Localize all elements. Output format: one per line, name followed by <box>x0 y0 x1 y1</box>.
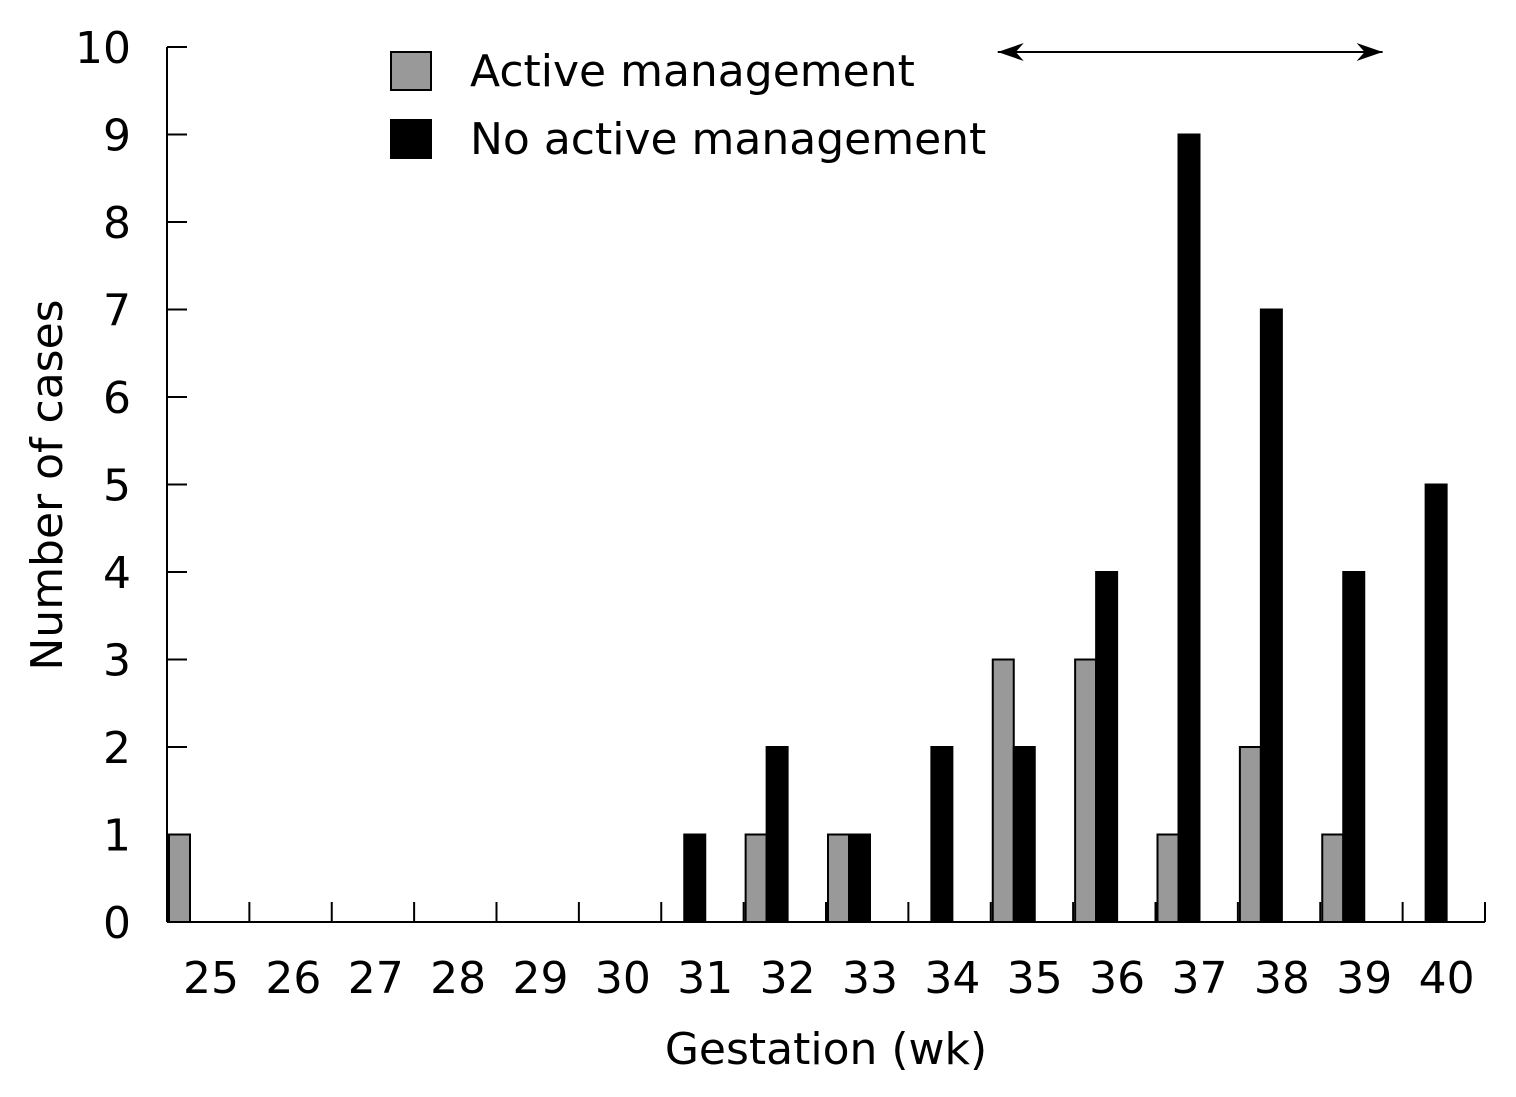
legend-label-no-active: No active management <box>470 114 986 165</box>
x-tick-label-32: 32 <box>760 953 816 1004</box>
bar-active-37 <box>1156 833 1180 923</box>
x-tick-label-37: 37 <box>1172 953 1228 1004</box>
y-tick-label-6: 6 <box>103 373 131 424</box>
x-tick-label-35: 35 <box>1007 953 1063 1004</box>
bars-layer <box>168 133 1448 923</box>
x-tick-label-29: 29 <box>513 953 569 1004</box>
y-tick-label-7: 7 <box>103 286 131 337</box>
y-tick-label-4: 4 <box>103 548 131 599</box>
x-tick-label-39: 39 <box>1336 953 1392 1004</box>
gestation-range-arrow <box>997 43 1383 61</box>
legend: Active management No active management <box>390 46 986 165</box>
y-tick-label-10: 10 <box>75 23 131 74</box>
x-tick-label-40: 40 <box>1419 953 1475 1004</box>
y-tick-label-0: 0 <box>103 898 131 949</box>
bar-active-35 <box>991 658 1015 923</box>
bar-no-active-37 <box>1177 133 1201 923</box>
bar-active-36 <box>1074 658 1098 923</box>
x-tick-label-31: 31 <box>677 953 733 1004</box>
x-tick-label-30: 30 <box>595 953 651 1004</box>
y-axis-label: Number of cases <box>22 299 73 670</box>
arrow-head-right <box>1356 43 1383 61</box>
bar-no-active-38 <box>1259 308 1283 923</box>
bar-no-active-32 <box>765 746 789 923</box>
y-tick-label-2: 2 <box>103 723 131 774</box>
arrow-head-left <box>997 43 1024 61</box>
bar-no-active-35 <box>1012 746 1036 923</box>
x-tick-label-26: 26 <box>265 953 321 1004</box>
bar-no-active-40 <box>1424 483 1448 923</box>
x-tick-label-38: 38 <box>1254 953 1310 1004</box>
axes-layer <box>166 47 1485 923</box>
legend-swatch-active <box>390 51 432 91</box>
y-tick-label-8: 8 <box>103 198 131 249</box>
legend-label-active: Active management <box>470 46 915 97</box>
bar-no-active-33 <box>848 833 871 923</box>
bar-no-active-31 <box>683 833 707 923</box>
bar-active-25 <box>168 833 191 923</box>
x-tick-label-25: 25 <box>183 953 239 1004</box>
bar-active-39 <box>1321 833 1345 923</box>
legend-swatch-no-active <box>390 119 432 159</box>
x-tick-label-36: 36 <box>1089 953 1145 1004</box>
y-tick-label-3: 3 <box>103 636 131 687</box>
bar-active-38 <box>1238 746 1262 923</box>
x-axis-label: Gestation (wk) <box>665 1024 987 1075</box>
x-tick-label-33: 33 <box>842 953 898 1004</box>
bar-no-active-36 <box>1095 571 1119 923</box>
x-tick-label-34: 34 <box>924 953 980 1004</box>
x-tick-label-27: 27 <box>348 953 404 1004</box>
y-tick-label-1: 1 <box>103 811 131 862</box>
bar-active-33 <box>827 833 850 923</box>
bar-no-active-39 <box>1342 571 1366 923</box>
bar-active-32 <box>744 833 768 923</box>
y-tick-label-9: 9 <box>103 111 131 162</box>
bar-no-active-34 <box>930 746 954 923</box>
x-tick-label-28: 28 <box>430 953 486 1004</box>
y-tick-label-5: 5 <box>103 461 131 512</box>
